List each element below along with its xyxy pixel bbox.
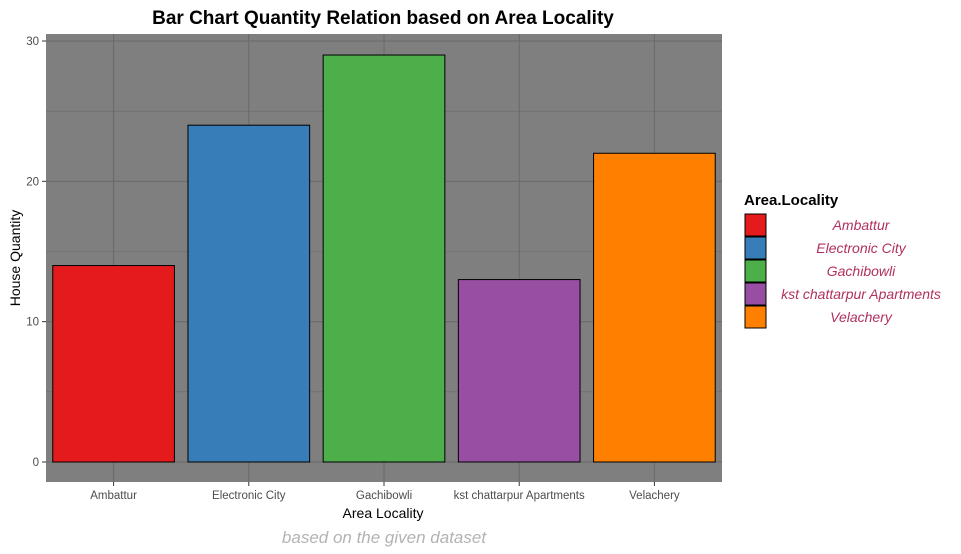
legend-title: Area.Locality bbox=[744, 192, 839, 209]
x-tick-label: Velachery bbox=[629, 490, 680, 502]
legend-label: Electronic City bbox=[816, 240, 906, 256]
y-tick-label: 0 bbox=[33, 457, 39, 469]
bar-electronic-city bbox=[187, 124, 311, 463]
x-tick-label: Gachibowli bbox=[356, 490, 412, 502]
legend: Area.Locality Ambattur Electronic City Gac… bbox=[744, 192, 941, 329]
y-tick-label: 20 bbox=[26, 176, 39, 188]
bar-velachery bbox=[593, 152, 716, 463]
bars bbox=[52, 54, 716, 463]
chart-title: Bar Chart Quantity Relation based on Are… bbox=[152, 8, 614, 29]
chart-caption: based on the given dataset bbox=[282, 528, 487, 547]
x-axis: Ambattur Electronic City Gachibowli kst cha… bbox=[90, 482, 680, 502]
x-tick-label: kst chattarpur Apartments bbox=[454, 490, 585, 502]
legend-label: Gachibowli bbox=[827, 263, 896, 279]
legend-key bbox=[744, 305, 767, 329]
bar-kst-chattarpur-apartments bbox=[457, 279, 581, 463]
legend-label: Ambattur bbox=[832, 217, 891, 233]
y-tick-label: 10 bbox=[26, 317, 39, 329]
x-axis-title: Area Locality bbox=[343, 505, 424, 521]
legend-key bbox=[744, 282, 767, 306]
y-axis: 0 10 20 30 bbox=[26, 36, 46, 469]
x-tick-label: Electronic City bbox=[212, 490, 286, 502]
bar-gachibowli bbox=[322, 54, 446, 463]
x-tick-label: Ambattur bbox=[90, 490, 137, 502]
legend-key bbox=[744, 236, 767, 260]
legend-key bbox=[744, 213, 767, 237]
bar-ambattur bbox=[52, 265, 175, 463]
y-tick-label: 30 bbox=[26, 36, 39, 48]
legend-label: kst chattarpur Apartments bbox=[781, 286, 941, 302]
legend-key bbox=[744, 259, 767, 283]
legend-label: Velachery bbox=[830, 309, 893, 325]
y-axis-title: House Quantity bbox=[7, 210, 23, 307]
